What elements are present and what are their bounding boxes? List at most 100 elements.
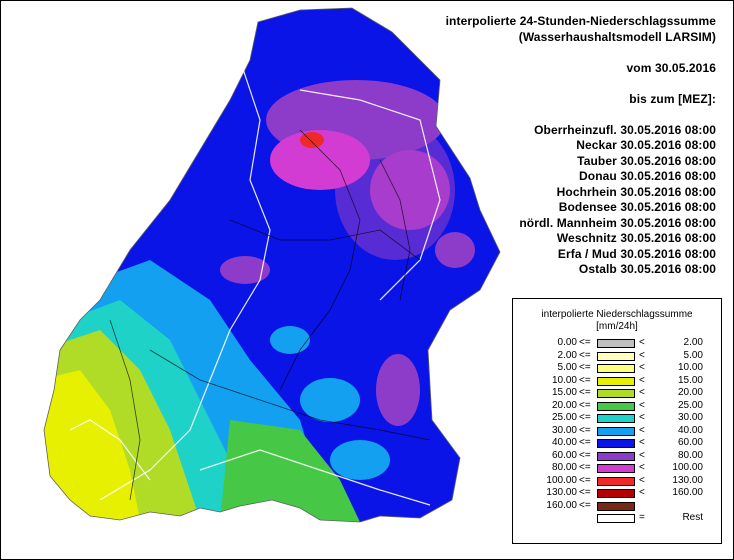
header-subtitle: (Wasserhaushaltsmodell LARSIM) (518, 29, 716, 44)
legend-row: 160.00 <= (513, 500, 721, 513)
legend-operator-lt: < (639, 337, 645, 348)
legend-row: 0.00 <= <2.00 (513, 337, 721, 350)
basin-row: Oberrheinzufl. 30.05.2016 08:00 (446, 123, 716, 139)
legend-operator-lt: = (639, 512, 645, 523)
basin-name: Weschnitz (556, 231, 617, 245)
legend-operator-le: <= (579, 449, 591, 461)
basin-name: Donau (579, 169, 617, 183)
legend-row: 5.00 <= <10.00 (513, 362, 721, 375)
header-until: bis zum [MEZ]: (629, 91, 716, 106)
basin-row: Ostalb 30.05.2016 08:00 (446, 262, 716, 278)
legend-color-swatch (597, 389, 635, 398)
basin-row: nördl. Mannheim 30.05.2016 08:00 (446, 216, 716, 232)
legend-operator-le: <= (579, 374, 591, 386)
legend-high-value: 60.00 (677, 437, 703, 448)
basin-name: Erfa / Mud (557, 246, 617, 261)
legend-operator-le: <= (579, 424, 591, 436)
legend-title-unit: [mm/24h] (596, 321, 638, 332)
basin-name: Neckar (576, 138, 617, 152)
legend-low-value: 30.00 (551, 424, 577, 436)
legend-operator-lt: < (639, 487, 645, 498)
legend-color-swatch (597, 464, 635, 473)
legend-high-value: 130.00 (672, 474, 703, 486)
legend-operator-lt: < (639, 374, 645, 386)
basin-time: 30.05.2016 08:00 (620, 231, 716, 245)
legend-operator-le: <= (579, 349, 591, 361)
legend-low-value: 10.00 (551, 374, 577, 386)
basin-list: Oberrheinzufl. 30.05.2016 08:00 Neckar 30… (446, 123, 716, 278)
legend-operator-le: <= (579, 387, 591, 398)
legend-low-value: 0.00 (557, 337, 577, 348)
legend-color-swatch (597, 514, 635, 523)
basin-time: 30.05.2016 08:00 (620, 200, 716, 214)
legend-low-value: 20.00 (551, 399, 577, 411)
legend-operator-lt: < (639, 462, 645, 473)
basin-row: Bodensee 30.05.2016 08:00 (446, 200, 716, 216)
basin-time: 30.05.2016 08:00 (620, 215, 716, 230)
legend-high-value: 40.00 (677, 424, 703, 436)
legend-low-value: 25.00 (551, 412, 577, 423)
legend-low-value: 40.00 (551, 437, 577, 448)
legend-operator-lt: < (639, 362, 645, 373)
legend-color-swatch (597, 351, 635, 361)
legend-low-value: 160.00 (546, 499, 577, 511)
map-header: interpolierte 24-Stunden-Niederschlagssu… (446, 14, 716, 278)
legend-high-value: 5.00 (683, 349, 703, 361)
basin-row: Weschnitz 30.05.2016 08:00 (446, 231, 716, 247)
basin-time: 30.05.2016 08:00 (620, 246, 716, 261)
legend-operator-lt: < (639, 474, 645, 486)
basin-row: Hochrhein 30.05.2016 08:00 (446, 185, 716, 201)
legend-title: interpolierte Niederschlagssumme [mm/24h… (513, 309, 721, 333)
legend-low-value: 130.00 (546, 487, 577, 498)
legend-low-value: 2.00 (557, 349, 577, 361)
legend-title-line1: interpolierte Niederschlagssumme (541, 309, 693, 320)
legend-row: 20.00 <= <25.00 (513, 400, 721, 413)
legend-row: 2.00 <= <5.00 (513, 350, 721, 363)
legend-rows: 0.00 <= <2.00 2.00 <= <5.00 5.00 <= <10.00 10.00 <… (513, 337, 721, 525)
legend-low-value: 60.00 (551, 449, 577, 461)
basin-row: Erfa / Mud 30.05.2016 08:00 (446, 247, 716, 263)
legend-color-swatch (597, 489, 635, 498)
legend-row: 80.00 <= <100.00 (513, 462, 721, 475)
legend-row: 40.00 <= <60.00 (513, 437, 721, 450)
legend-row: 30.00 <= <40.00 (513, 425, 721, 438)
legend-high-value: 160.00 (672, 487, 703, 498)
legend-operator-le: <= (579, 437, 591, 448)
legend-row: = Rest (513, 512, 721, 525)
legend-operator-lt: < (639, 349, 645, 361)
legend-high-value: 15.00 (677, 374, 703, 386)
legend-operator-le: <= (579, 462, 591, 473)
legend-operator-le: <= (579, 474, 591, 486)
basin-time: 30.05.2016 08:00 (620, 122, 716, 137)
legend-operator-le: <= (579, 362, 591, 373)
basin-time: 30.05.2016 08:00 (620, 169, 716, 183)
basin-name: Hochrhein (556, 184, 617, 199)
basin-time: 30.05.2016 08:00 (620, 138, 716, 152)
legend-low-value: 80.00 (551, 462, 577, 473)
basin-row: Neckar 30.05.2016 08:00 (446, 138, 716, 154)
legend-color-swatch (597, 414, 635, 423)
legend-low-value: 5.00 (557, 362, 577, 373)
legend-low-value: 100.00 (546, 474, 577, 486)
basin-name: Oberrheinzufl. (534, 122, 617, 137)
legend-color-swatch (597, 339, 635, 348)
legend-operator-lt: < (639, 412, 645, 423)
legend-low-value: 15.00 (551, 387, 577, 398)
legend-operator-lt: < (639, 387, 645, 398)
legend-color-swatch (597, 476, 635, 486)
legend-operator-le: <= (579, 487, 591, 498)
legend-color-swatch (597, 376, 635, 386)
basin-time: 30.05.2016 08:00 (620, 153, 716, 168)
legend-high-value: 10.00 (677, 362, 703, 373)
basin-name: Tauber (577, 153, 617, 168)
legend-color-swatch (597, 364, 635, 373)
basin-time: 30.05.2016 08:00 (620, 184, 716, 199)
precipitation-legend: interpolierte Niederschlagssumme [mm/24h… (512, 298, 722, 544)
legend-row: 10.00 <= <15.00 (513, 375, 721, 388)
basin-name: Ostalb (578, 262, 617, 276)
legend-row: 100.00 <= <130.00 (513, 475, 721, 488)
legend-operator-lt: < (639, 399, 645, 411)
legend-high-value: 2.00 (683, 337, 703, 348)
legend-row: 25.00 <= <30.00 (513, 412, 721, 425)
